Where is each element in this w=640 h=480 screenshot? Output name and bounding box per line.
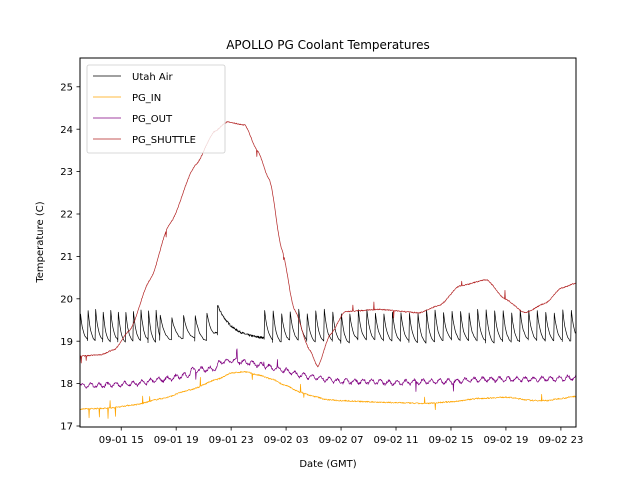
legend-entry: Utah Air — [93, 72, 174, 83]
x-tick-label: 09-01 23 — [209, 435, 254, 446]
x-tick-label: 09-02 11 — [374, 435, 419, 446]
series-line-pg-out — [80, 348, 576, 392]
series-line-pg-shuttle — [80, 121, 576, 368]
y-tick-label: 18 — [60, 379, 73, 390]
x-tick-label: 09-02 07 — [319, 435, 364, 446]
series-line-pg-in — [80, 371, 576, 419]
x-tick-label: 09-01 15 — [99, 435, 144, 446]
legend-label: PG_IN — [132, 93, 161, 104]
x-tick-label: 09-02 03 — [264, 435, 309, 446]
series-line-utah-air — [80, 305, 576, 344]
legend-label: PG_SHUTTLE — [132, 135, 196, 146]
x-tick-label: 09-01 19 — [154, 435, 199, 446]
legend-label: PG_OUT — [132, 114, 173, 125]
plot-area — [80, 121, 576, 419]
y-tick-label: 21 — [60, 252, 73, 263]
y-tick-label: 20 — [60, 294, 73, 305]
legend-label: Utah Air — [132, 72, 174, 83]
legend-entry: PG_IN — [93, 93, 161, 104]
x-axis-label: Date (GMT) — [299, 459, 356, 470]
legend-frame — [86, 64, 226, 154]
legend: Utah Air PG_IN PG_OUT PG_SHUTTLE — [86, 64, 226, 154]
y-tick-label: 23 — [60, 167, 73, 178]
x-axis: 09-01 15 09-01 19 09-01 23 09-02 03 09-02 07… — [99, 427, 583, 446]
x-tick-label: 09-02 15 — [428, 435, 473, 446]
y-tick-label: 22 — [60, 210, 73, 221]
y-tick-label: 19 — [60, 337, 73, 348]
x-tick-label: 09-02 19 — [483, 435, 528, 446]
chart-title: APOLLO PG Coolant Temperatures — [226, 38, 430, 52]
legend-entry: PG_OUT — [93, 114, 173, 125]
y-tick-label: 25 — [60, 82, 73, 93]
y-tick-label: 24 — [60, 125, 73, 136]
y-axis: 17 18 19 20 21 22 23 24 25 — [60, 82, 80, 433]
axes-frame — [79, 57, 577, 428]
y-tick-label: 17 — [60, 422, 73, 433]
x-tick-label: 09-02 23 — [538, 435, 583, 446]
legend-entry: PG_SHUTTLE — [93, 135, 196, 146]
y-axis-label: Temperature (C) — [35, 201, 46, 283]
